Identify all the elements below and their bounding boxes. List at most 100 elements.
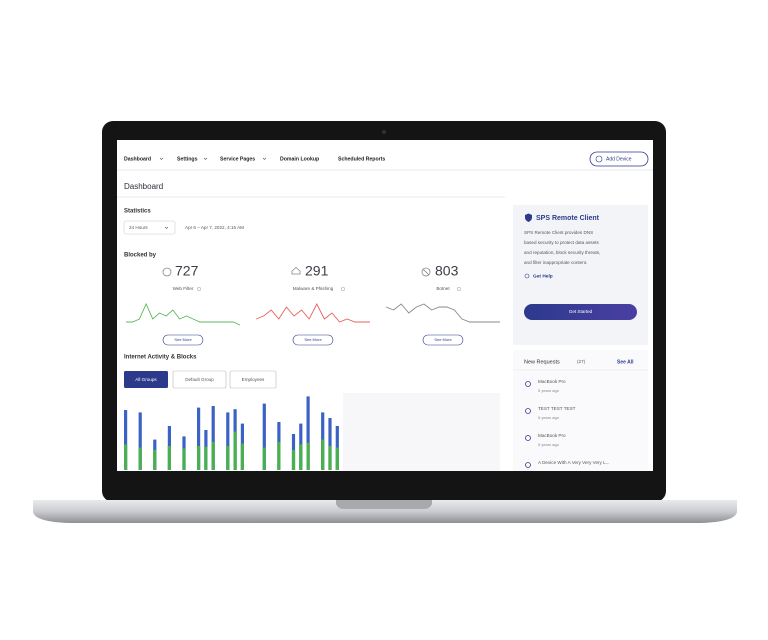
blocked-count: 803 — [435, 263, 459, 279]
requests-panel — [513, 350, 648, 471]
help-link[interactable]: Get Help — [533, 273, 553, 279]
description-line: and reputation, block security threats, — [524, 250, 600, 255]
see-more-label[interactable]: See More — [434, 337, 452, 342]
bar-allowed — [328, 446, 332, 470]
description-line: based security to protect data assets — [524, 240, 600, 245]
nav-item[interactable]: Dashboard — [124, 156, 151, 162]
bar-allowed — [335, 447, 339, 470]
remote-client-panel — [513, 205, 648, 345]
see-more-button[interactable] — [162, 334, 204, 346]
screen: Dashboard Settings Service Pages Domain … — [117, 140, 653, 471]
shield-icon — [525, 213, 532, 222]
bar-allowed — [182, 448, 186, 470]
bar-total — [262, 403, 266, 470]
bar-total — [138, 412, 142, 470]
request-time: 5 years ago — [538, 388, 560, 393]
camera — [382, 130, 386, 134]
blocked-count: 291 — [305, 263, 329, 279]
chevron — [164, 226, 169, 229]
device-icon — [525, 462, 531, 468]
request-name[interactable]: MacBook Pro — [538, 379, 566, 384]
bar-total — [124, 410, 128, 470]
activity-title: Internet Activity & Blocks — [124, 355, 197, 361]
tab[interactable] — [229, 370, 277, 389]
blocked-label: Web Filter — [173, 286, 194, 291]
see-all-link[interactable]: See All — [617, 359, 634, 365]
description-line: and filter inappropriate content. — [524, 260, 587, 265]
blocked-count: 727 — [175, 263, 199, 279]
request-time: 5 years ago — [538, 442, 560, 447]
see-more-button[interactable] — [292, 334, 334, 346]
nav-item[interactable]: Settings — [177, 156, 198, 162]
bar-allowed — [240, 443, 244, 470]
info-icon — [456, 286, 462, 292]
see-more-label[interactable]: See More — [304, 337, 322, 342]
bar-allowed — [204, 446, 208, 470]
tab-label[interactable]: All Groups — [135, 377, 157, 382]
bar-allowed — [167, 446, 171, 470]
request-name[interactable]: MacBook Pro — [538, 433, 566, 438]
device-icon — [525, 408, 531, 414]
request-name[interactable]: A Device With A Very Very Very L... — [538, 460, 610, 465]
bar-total — [226, 412, 230, 470]
nav-item[interactable]: Domain Lookup — [280, 156, 319, 162]
tab[interactable] — [172, 370, 227, 389]
bar-allowed — [197, 446, 201, 470]
bar-total — [211, 406, 215, 470]
tab-active[interactable] — [124, 371, 168, 388]
sparkline — [255, 303, 370, 323]
device-icon — [525, 435, 531, 441]
laptop-base — [33, 500, 737, 523]
chart-empty-area — [343, 393, 500, 471]
bar-allowed — [138, 447, 142, 470]
get-started-button[interactable] — [524, 304, 637, 320]
nav-item[interactable]: Scheduled Reports — [338, 156, 385, 162]
bar-allowed — [262, 447, 266, 470]
tab-label[interactable]: Default Group — [185, 377, 214, 382]
bar-allowed — [226, 446, 230, 470]
bar-allowed — [321, 439, 325, 470]
base-notch — [336, 500, 432, 509]
bar-allowed — [124, 444, 128, 470]
sparkline — [126, 302, 241, 326]
requests-count: (27) — [577, 359, 586, 364]
range-select[interactable] — [123, 220, 176, 235]
bar-total — [306, 396, 310, 470]
sparkline — [385, 303, 500, 323]
see-more-button[interactable] — [422, 334, 464, 346]
home-icon — [291, 266, 301, 275]
blocked-by-title: Blocked by — [124, 253, 157, 259]
see-more-label[interactable]: See More — [174, 337, 192, 342]
bar-allowed — [291, 450, 296, 470]
info-icon — [196, 286, 202, 292]
blocked-label: Botnet — [436, 286, 450, 291]
bar-total — [328, 418, 332, 470]
device-icon — [525, 381, 531, 387]
get-started-label[interactable]: Get Started — [569, 309, 593, 314]
remote-client-title: SPS Remote Client — [536, 215, 600, 222]
bar-allowed — [277, 442, 281, 470]
help-icon — [524, 273, 530, 279]
globe-icon — [162, 267, 172, 277]
range-value[interactable]: 24 Hours — [129, 225, 148, 230]
bar-allowed — [153, 450, 157, 470]
add-device-button[interactable] — [589, 151, 649, 167]
bar-allowed — [233, 431, 237, 470]
bar-total — [197, 407, 201, 470]
request-time: 5 years ago — [538, 415, 560, 420]
ban-icon — [421, 267, 431, 277]
request-name[interactable]: TEST TEST TEST — [538, 406, 576, 411]
add-device-label[interactable]: Add Device — [606, 156, 632, 162]
bar-allowed — [306, 442, 310, 470]
info-icon — [340, 286, 346, 292]
chevrons — [159, 157, 267, 160]
description-line: SPS Remote Client provides DNS — [524, 230, 593, 235]
blocked-label: Malware & Phishing — [293, 286, 334, 291]
nav-item[interactable]: Service Pages — [220, 156, 255, 162]
tab-label[interactable]: Employees — [242, 377, 265, 382]
bar-allowed — [299, 444, 303, 470]
requests-title: New Requests — [524, 359, 560, 365]
page-title: Dashboard — [124, 182, 163, 191]
bar-allowed — [211, 442, 215, 470]
